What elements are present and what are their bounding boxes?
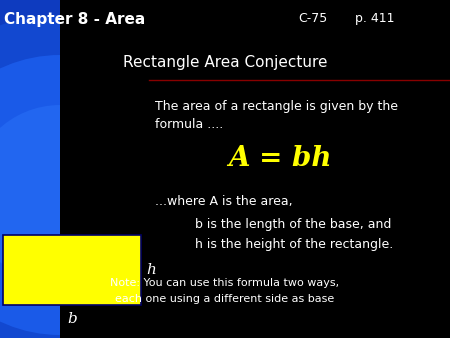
Text: formula ....: formula .... — [155, 118, 223, 131]
Circle shape — [0, 105, 150, 285]
Text: h: h — [146, 263, 156, 277]
Circle shape — [0, 40, 215, 338]
Circle shape — [0, 0, 275, 338]
Text: b is the length of the base, and: b is the length of the base, and — [195, 218, 392, 231]
Circle shape — [0, 0, 275, 338]
Text: A = bh: A = bh — [228, 145, 332, 172]
Text: Note: You can use this formula two ways,: Note: You can use this formula two ways, — [110, 278, 340, 288]
Bar — [60, 0, 450, 338]
Text: ...where A is the area,: ...where A is the area, — [155, 195, 292, 208]
Text: h is the height of the rectangle.: h is the height of the rectangle. — [195, 238, 393, 251]
Circle shape — [0, 15, 240, 338]
Text: b: b — [67, 312, 77, 326]
Text: Rectangle Area Conjecture: Rectangle Area Conjecture — [123, 55, 327, 70]
Circle shape — [0, 0, 255, 338]
Circle shape — [0, 55, 200, 335]
Text: each one using a different side as base: each one using a different side as base — [115, 294, 335, 304]
Text: p. 411: p. 411 — [355, 12, 395, 25]
Text: C-75: C-75 — [298, 12, 327, 25]
Bar — [3, 235, 141, 305]
Text: Chapter 8 - Area: Chapter 8 - Area — [4, 12, 145, 27]
Circle shape — [0, 20, 235, 338]
Text: The area of a rectangle is given by the: The area of a rectangle is given by the — [155, 100, 398, 113]
Circle shape — [0, 60, 195, 330]
